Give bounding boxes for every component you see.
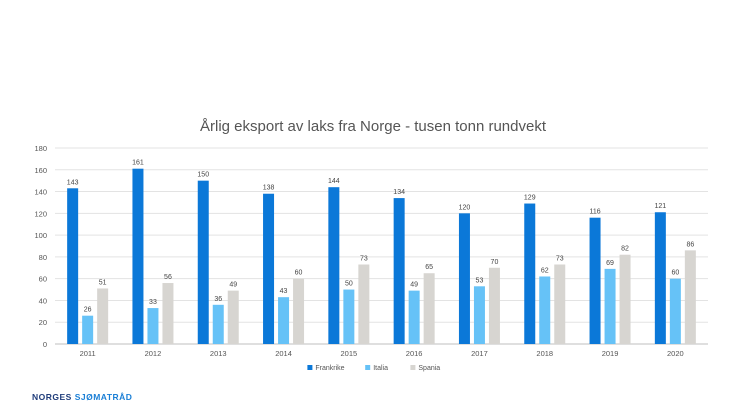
data-label: 56	[164, 274, 172, 281]
bar	[263, 193, 275, 344]
data-label: 120	[459, 204, 471, 211]
data-label: 82	[621, 246, 629, 253]
bar	[67, 188, 79, 344]
bar	[408, 290, 420, 344]
data-label: 143	[67, 179, 79, 186]
brand-name-part2: SJØMATRÅD	[74, 392, 133, 402]
bar	[684, 250, 696, 344]
bar	[458, 213, 470, 344]
bar	[97, 288, 109, 344]
bar	[293, 278, 305, 344]
x-tick-label: 2011	[80, 349, 96, 358]
bar	[132, 168, 144, 344]
x-tick-label: 2013	[210, 349, 227, 358]
bar	[604, 268, 616, 344]
data-label: 73	[556, 256, 564, 263]
bar	[82, 315, 94, 344]
data-label: 49	[229, 282, 237, 289]
data-label: 26	[84, 307, 92, 314]
bar	[423, 273, 435, 344]
data-label: 50	[345, 281, 353, 288]
legend-swatch	[307, 365, 313, 370]
data-label: 62	[541, 267, 549, 274]
data-label: 161	[132, 160, 144, 167]
data-label: 36	[214, 296, 222, 303]
data-label: 65	[425, 264, 433, 271]
x-tick-label: 2012	[145, 349, 162, 358]
data-label: 134	[393, 189, 405, 196]
bar	[147, 308, 159, 344]
data-label: 116	[589, 209, 600, 216]
x-tick-label: 2016	[406, 349, 423, 358]
bar	[473, 286, 485, 344]
data-label: 69	[606, 260, 614, 267]
legend-label: Frankrike	[315, 365, 344, 372]
chart-title: Årlig eksport av laks fra Norge - tusen …	[200, 118, 546, 135]
bar	[654, 212, 666, 344]
y-tick-label: 0	[43, 340, 47, 349]
legend-label: Italia	[373, 365, 388, 372]
y-tick-label: 20	[39, 318, 47, 327]
legend-swatch	[365, 365, 371, 370]
legend-label: Spania	[418, 365, 440, 372]
y-tick-label: 40	[39, 296, 47, 305]
bar	[358, 264, 370, 344]
bar	[393, 198, 405, 344]
y-tick-label: 100	[34, 231, 47, 240]
data-label: 121	[655, 203, 667, 210]
data-label: 73	[360, 256, 368, 263]
bar	[227, 290, 239, 344]
y-tick-label: 180	[34, 144, 47, 153]
bar	[539, 276, 551, 344]
x-tick-label: 2020	[667, 349, 684, 358]
data-label: 144	[328, 178, 340, 185]
data-label: 70	[491, 259, 499, 266]
data-label: 51	[99, 279, 107, 286]
y-tick-label: 60	[39, 275, 47, 284]
x-tick-label: 2014	[275, 349, 292, 358]
x-tick-label: 2019	[602, 349, 619, 358]
x-tick-label: 2018	[536, 349, 553, 358]
bar	[212, 304, 224, 344]
bar	[197, 180, 209, 344]
bar	[343, 289, 355, 344]
x-tick-label: 2015	[341, 349, 358, 358]
data-label: 49	[410, 282, 418, 289]
bar	[278, 297, 290, 344]
bar	[554, 264, 566, 344]
data-label: 86	[686, 241, 694, 248]
data-label: 33	[149, 299, 157, 306]
y-tick-label: 140	[34, 188, 47, 197]
x-tick-label: 2017	[471, 349, 488, 358]
data-label: 60	[295, 270, 303, 277]
y-tick-label: 120	[34, 209, 47, 218]
bar	[669, 278, 681, 344]
y-tick-label: 80	[39, 253, 47, 262]
data-label: 60	[671, 270, 679, 277]
legend-swatch	[410, 365, 416, 370]
brand-logo: NORGES SJØMATRÅD	[32, 392, 132, 402]
data-label: 43	[280, 288, 288, 295]
bar	[589, 217, 601, 344]
data-label: 129	[524, 195, 536, 202]
data-label: 150	[197, 172, 209, 179]
brand-name-part1: NORGES	[32, 392, 72, 402]
bar	[488, 267, 500, 344]
bar	[619, 254, 631, 344]
bar	[162, 283, 174, 344]
data-label: 53	[476, 277, 484, 284]
bar	[328, 187, 340, 344]
y-tick-label: 160	[34, 166, 47, 175]
bar	[524, 203, 536, 344]
data-label: 138	[263, 185, 275, 192]
